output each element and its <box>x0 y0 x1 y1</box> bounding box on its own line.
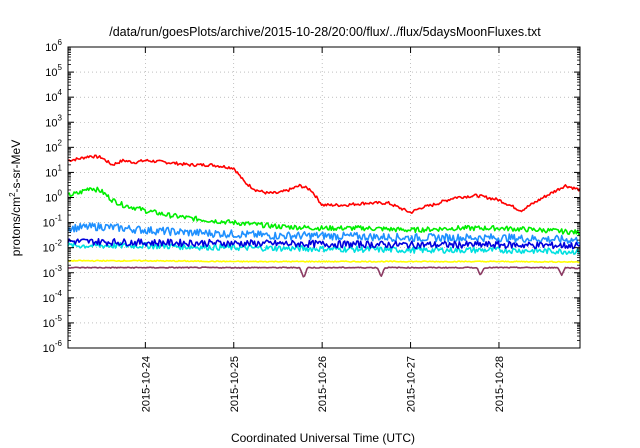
y-tick-label: 104 <box>45 88 62 104</box>
x-tick-label: 2015-10-24 <box>140 356 152 412</box>
x-tick-label: 2015-10-26 <box>317 356 329 412</box>
y-tick-label: 10-6 <box>43 339 63 355</box>
y-tick-label: 10-1 <box>43 214 63 230</box>
series-group <box>67 154 581 278</box>
y-tick-label: 10-5 <box>43 314 63 330</box>
y-axis-label: protons/cm2-s-sr-MeV <box>8 140 23 256</box>
x-tick-label: 2015-10-28 <box>494 356 506 412</box>
y-tick-label: 102 <box>45 138 62 154</box>
grid-lines <box>68 47 580 348</box>
y-tick-label: 103 <box>45 113 62 129</box>
y-axis-label-rest: -s-sr-MeV <box>9 140 23 193</box>
series-line <box>67 222 581 244</box>
y-tick-label: 10-3 <box>43 264 63 280</box>
y-tick-label: 101 <box>45 163 62 179</box>
chart-title: /data/run/goesPlots/archive/2015-10-28/2… <box>109 25 541 39</box>
y-axis-label-exp: 2 <box>8 192 17 197</box>
x-axis-label: Coordinated Universal Time (UTC) <box>231 431 415 445</box>
y-tick-label: 100 <box>45 189 62 205</box>
series-line <box>67 186 581 236</box>
y-tick-label: 10-4 <box>43 289 63 305</box>
y-tick-label: 105 <box>45 63 62 79</box>
y-tick-label: 106 <box>45 38 62 54</box>
x-tick-label: 2015-10-25 <box>229 356 241 412</box>
x-tick-label: 2015-10-27 <box>406 356 418 412</box>
series-line <box>67 259 581 264</box>
y-tick-label: 10-2 <box>43 239 63 255</box>
y-axis-label-unit: protons/cm <box>9 197 23 256</box>
series-line <box>67 266 581 278</box>
series-line <box>67 238 581 250</box>
series-line <box>67 154 581 214</box>
x-axis: 2015-10-24 2015-10-25 2015-10-26 2015-10-27… <box>140 47 506 412</box>
y-axis: 10-6 10-5 10-4 10-3 10-2 10-1 100 101 102 103 104 1… <box>43 38 580 355</box>
